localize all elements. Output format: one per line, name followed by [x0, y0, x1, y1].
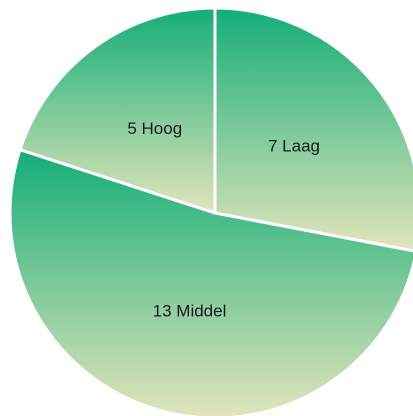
pie-slice	[18, 6, 217, 215]
slice-value: 5	[127, 120, 136, 139]
pie-slice	[213, 6, 413, 253]
slice-label: 7 Laag	[268, 137, 320, 156]
pie-slice	[8, 148, 413, 416]
slice-category: Hoog	[142, 120, 183, 139]
slice-category: Laag	[282, 137, 320, 156]
slice-value: 7	[268, 137, 277, 156]
slice-label: 5 Hoog	[127, 120, 182, 139]
slice-label: 13 Middel	[153, 302, 227, 321]
slice-value: 13	[153, 302, 172, 321]
slice-category: Middel	[176, 302, 226, 321]
